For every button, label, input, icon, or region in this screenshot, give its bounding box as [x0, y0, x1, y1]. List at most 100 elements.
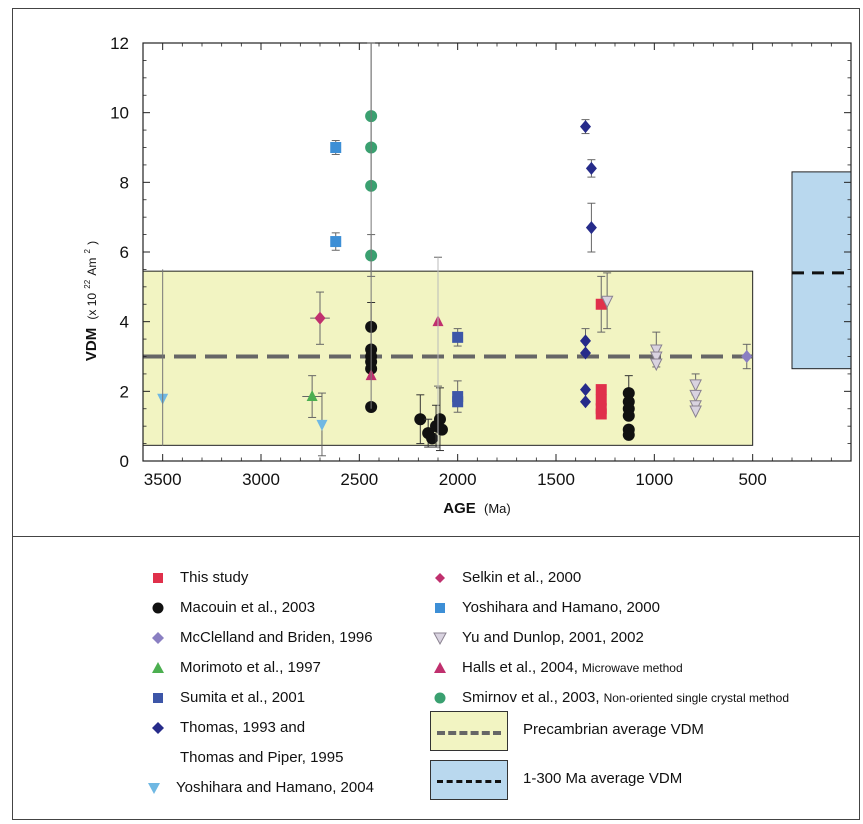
x-tick-label: 1000 — [635, 470, 673, 489]
x-tick-label: 2500 — [340, 470, 378, 489]
y-tick-label: 4 — [120, 313, 129, 332]
precambrian-band — [142, 270, 754, 446]
data-point — [689, 405, 702, 419]
legend-item-yoshihara-2000: Yoshihara and Hamano, 2000 — [432, 599, 660, 616]
series-5 — [580, 119, 597, 409]
data-point — [622, 387, 635, 400]
legend-item-smirnov: Smirnov et al., 2003, Non-oriented singl… — [432, 689, 789, 706]
precambrian-band-swatch — [430, 711, 508, 751]
data-point — [452, 396, 464, 408]
green-triangle-icon — [150, 660, 166, 676]
data-point — [580, 120, 591, 134]
figure-frame — [12, 8, 860, 820]
y-tick-label: 10 — [110, 104, 129, 123]
legend-label: Thomas and Piper, 1995 — [180, 749, 344, 766]
black-circle-icon — [150, 600, 166, 616]
legend-label: Macouin et al., 2003 — [180, 599, 316, 616]
series-7 — [310, 291, 330, 345]
y-axis-label-unit-end: Am — [85, 258, 99, 276]
lavender-diamond-icon — [150, 630, 166, 646]
legend-item-macouin: Macouin et al., 2003 — [150, 599, 315, 616]
legend-label: Halls et al., 2004, — [462, 659, 578, 676]
red-square-icon — [150, 570, 166, 586]
data-point — [435, 423, 448, 436]
data-point — [595, 394, 607, 406]
x-tick-label: 1500 — [537, 470, 575, 489]
y-axis-label-unit: (x 10 — [85, 293, 99, 320]
legend-item-selkin: Selkin et al., 2000 — [432, 569, 581, 586]
legend-item-yu-dunlop: Yu and Dunlop, 2001, 2002 — [432, 629, 644, 646]
gray-triangle-down-icon — [432, 630, 448, 646]
legend-label: Yoshihara and Hamano, 2004 — [176, 779, 374, 796]
green-circle-icon — [432, 690, 448, 706]
series-2 — [741, 343, 753, 370]
data-point — [600, 295, 614, 309]
data-point — [585, 221, 597, 235]
data-point — [580, 383, 591, 397]
legend-item-thomas-line2: Thomas and Piper, 1995 — [180, 749, 343, 766]
legend-label: Smirnov et al., 2003, — [462, 689, 600, 706]
data-point — [585, 161, 597, 175]
series-9 — [600, 272, 702, 419]
series-6 — [157, 392, 328, 457]
data-point — [689, 379, 702, 392]
legend-item-morimoto: Morimoto et al., 1997 — [150, 659, 321, 676]
data-point — [649, 358, 663, 372]
recent-band-label: 1-300 Ma average VDM — [523, 770, 683, 787]
legend-item-yoshihara-2004: Yoshihara and Hamano, 2004 — [146, 779, 374, 796]
light-blue-triangle-down-icon — [146, 780, 162, 796]
legend-note: Microwave method — [581, 660, 683, 675]
data-point — [306, 390, 318, 402]
data-point — [595, 298, 607, 310]
magenta-triangle-icon — [432, 660, 448, 676]
data-point — [595, 408, 607, 420]
gray-dashed-line-icon — [437, 731, 501, 735]
legend-item-halls: Halls et al., 2004, Microwave method — [432, 659, 683, 676]
legend-label: Selkin et al., 2000 — [462, 569, 582, 586]
data-point — [580, 334, 591, 348]
legend-label: Morimoto et al., 1997 — [180, 659, 321, 676]
y-axis-label-sq: 2 — [83, 249, 92, 254]
legend-label: Sumita et al., 2001 — [180, 689, 306, 706]
vdm-chart: 3500 3000 2500 2000 1500 1000 500 0 2 4 6 8 10 12 VDM… — [77, 34, 852, 517]
data-point — [452, 331, 464, 343]
series-4 — [452, 328, 464, 413]
data-point — [622, 428, 635, 441]
data-point — [426, 432, 439, 445]
y-axis-label: VDM (x 10 22 Am 2 ) — [77, 241, 100, 361]
y-axis-label-close: ) — [85, 241, 99, 245]
y-tick-label: 6 — [120, 243, 129, 262]
series-3 — [302, 375, 322, 418]
data-point — [741, 350, 753, 363]
data-point — [316, 419, 328, 431]
y-tick-label: 0 — [120, 452, 129, 471]
legend-note: Non-oriented single crystal method — [603, 690, 790, 705]
data-point — [414, 413, 427, 426]
x-tick-label: 3500 — [144, 470, 182, 489]
y-axis-label-main: VDM — [83, 328, 100, 361]
x-axis-label-main: AGE — [443, 500, 476, 517]
black-dashed-line-icon — [437, 780, 501, 783]
x-axis-label-unit: (Ma) — [484, 501, 511, 516]
data-point — [314, 311, 326, 325]
axes: 3500 3000 2500 2000 1500 1000 500 0 2 4 6 8 10 12 — [110, 34, 852, 489]
legend-item-mcclelland: McClelland and Briden, 1996 — [150, 629, 373, 646]
legend-label: Yoshihara and Hamano, 2000 — [462, 599, 660, 616]
data-point — [622, 409, 635, 422]
y-tick-label: 8 — [120, 173, 129, 192]
series-0 — [595, 275, 607, 420]
data-point — [330, 236, 342, 248]
y-tick-label: 2 — [120, 382, 129, 401]
legend-label: McClelland and Briden, 1996 — [180, 629, 373, 646]
legend-label: This study — [180, 569, 249, 586]
series-8 — [330, 140, 342, 251]
data-points — [157, 42, 753, 457]
data-point — [649, 351, 663, 365]
x-tick-label: 500 — [738, 470, 766, 489]
dark-blue-diamond-icon — [150, 720, 166, 736]
y-tick-label: 12 — [110, 34, 129, 53]
blue-square-icon — [432, 600, 448, 616]
data-point — [580, 346, 591, 360]
recent-band — [791, 171, 852, 370]
data-point — [595, 384, 607, 396]
